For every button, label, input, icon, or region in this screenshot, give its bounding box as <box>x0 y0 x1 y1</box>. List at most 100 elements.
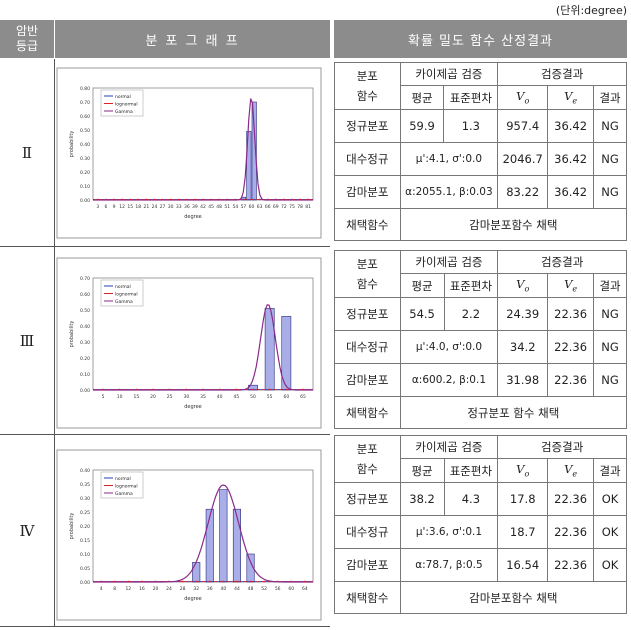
vo-value: 31.98 <box>497 363 549 397</box>
chart-panel: 0.00 0.05 0.10 0.15 0.20 0.25 0.30 0.35 0.40 4 8 12… <box>55 448 330 624</box>
legend-label: normal <box>115 94 131 100</box>
result-value: OK <box>593 482 627 516</box>
series-marker <box>302 388 304 391</box>
y-tick-label: 0.20 <box>80 356 90 362</box>
x-tick-label: 25 <box>167 394 173 400</box>
ve-value: 22.36 <box>547 330 595 364</box>
series-marker <box>195 580 198 583</box>
dist-name: 대수정규 <box>334 142 401 176</box>
x-tick-label: 60 <box>288 586 294 592</box>
distribution-chart: 0.000.050.100.150.200.250.300.350.404 8 12… <box>56 449 322 621</box>
y-tick-label: 0.15 <box>80 538 90 544</box>
adopted-value: 감마분포함수 채택 <box>399 581 628 614</box>
adopted-label: 채택함수 <box>334 396 401 429</box>
series-marker <box>263 580 266 583</box>
mean-value: 54.5 <box>399 297 445 331</box>
x-tick-label: 5 <box>102 394 105 400</box>
series-marker <box>276 580 279 583</box>
x-tick-label: 44 <box>234 586 240 592</box>
adopted-value: 감마분포함수 채택 <box>399 208 628 241</box>
x-tick-label: 64 <box>302 586 308 592</box>
x-tick-label: 78 <box>297 204 303 210</box>
series-marker <box>242 198 245 201</box>
adopted-label: 채택함수 <box>334 581 401 614</box>
x-tick-label: 20 <box>150 394 156 400</box>
x-tick-label: 18 <box>135 204 141 210</box>
series-marker <box>135 388 138 391</box>
result-value: OK <box>593 515 627 549</box>
param-value: α:600.2, β:0.1 <box>399 363 499 397</box>
vo-symbol: V <box>516 462 525 477</box>
chi-test-header: 카이제곱 검증 <box>399 435 499 459</box>
vo-header: Vo <box>497 85 549 110</box>
y-tick-label: 0.40 <box>80 324 90 330</box>
vo-subscript: o <box>524 469 530 479</box>
x-tick-label: 3 <box>96 204 99 210</box>
x-tick-label: 39 <box>192 204 198 210</box>
series-marker <box>140 580 143 583</box>
mean-header: 평균 <box>399 273 445 298</box>
divider <box>0 626 330 627</box>
ve-symbol: V <box>564 89 573 104</box>
legend-label: Gamma <box>115 491 133 497</box>
dist-func-header: 분포 함수 <box>334 435 401 483</box>
series-marker <box>154 580 157 583</box>
y-tick-label: 0.50 <box>80 128 90 134</box>
vo-symbol: V <box>516 89 525 104</box>
param-value: μ':3.6, σ':0.1 <box>399 515 499 549</box>
grade-label: Ⅲ <box>0 247 55 434</box>
vo-value: 83.22 <box>497 175 549 209</box>
x-tick-label: 42 <box>200 204 206 210</box>
x-tick-label: 32 <box>193 586 199 592</box>
series-marker <box>258 198 261 201</box>
x-tick-label: 30 <box>183 394 189 400</box>
series-marker <box>266 198 269 201</box>
series-marker <box>152 388 154 391</box>
ve-value: 36.42 <box>547 175 595 209</box>
histogram-bar <box>251 101 257 201</box>
x-tick-label: 20 <box>153 586 159 592</box>
x-tick-label: 51 <box>224 204 230 210</box>
series-marker <box>202 198 204 201</box>
param-value: μ':4.1, σ':0.0 <box>399 142 499 176</box>
y-tick-label: 0.00 <box>80 388 90 394</box>
distribution-chart: 0.00 0.10 0.20 0.30 0.40 0.50 0.60 0.70 5 10 15 20 2… <box>56 257 322 429</box>
x-tick-label: 69 <box>273 204 279 210</box>
series-marker <box>168 580 170 583</box>
x-tick-label: 21 <box>144 204 150 210</box>
y-tick-label: 0.60 <box>80 114 90 120</box>
unit-note: (단위:degree) <box>555 4 627 17</box>
series-marker <box>249 580 252 583</box>
chi-test-header: 카이제곱 검증 <box>399 62 499 86</box>
test-result-header: 검증결과 <box>497 250 627 274</box>
x-tick-label: 6 <box>105 204 108 210</box>
vo-subscript: o <box>524 96 530 106</box>
y-tick-label: 0.05 <box>80 566 90 572</box>
grade-label: Ⅱ <box>0 59 55 246</box>
y-tick-label: 0.00 <box>80 580 90 586</box>
series-marker <box>218 198 221 201</box>
x-tick-label: 4 <box>100 586 103 592</box>
mean-header: 평균 <box>399 85 445 110</box>
divider <box>0 246 330 247</box>
dist-func-header: 분포 함수 <box>334 62 401 110</box>
x-axis-label: degree <box>184 214 202 220</box>
x-tick-label: 24 <box>152 204 158 210</box>
x-tick-label: 52 <box>261 586 267 592</box>
series-marker <box>168 388 171 391</box>
x-tick-label: 54 <box>232 204 238 210</box>
ve-value: 22.36 <box>547 482 595 516</box>
series-marker <box>290 580 293 583</box>
x-tick-label: 56 <box>275 586 281 592</box>
x-tick-label: 15 <box>133 394 139 400</box>
y-axis-label: probability <box>69 321 75 348</box>
legend-label: Gamma <box>115 299 133 305</box>
result-table: 분포 함수 카이제곱 검증 검증결과 평균 표준편차 Vo Ve 결과 정규분포 54.5 2.2 2… <box>334 250 628 429</box>
x-tick-label: 30 <box>168 204 174 210</box>
x-tick-label: 66 <box>265 204 271 210</box>
y-tick-label: 0.20 <box>80 170 90 176</box>
dist-name: 감마분포 <box>334 175 401 209</box>
series-marker <box>250 198 253 201</box>
y-tick-label: 0.10 <box>80 552 90 558</box>
series-marker <box>234 198 237 201</box>
